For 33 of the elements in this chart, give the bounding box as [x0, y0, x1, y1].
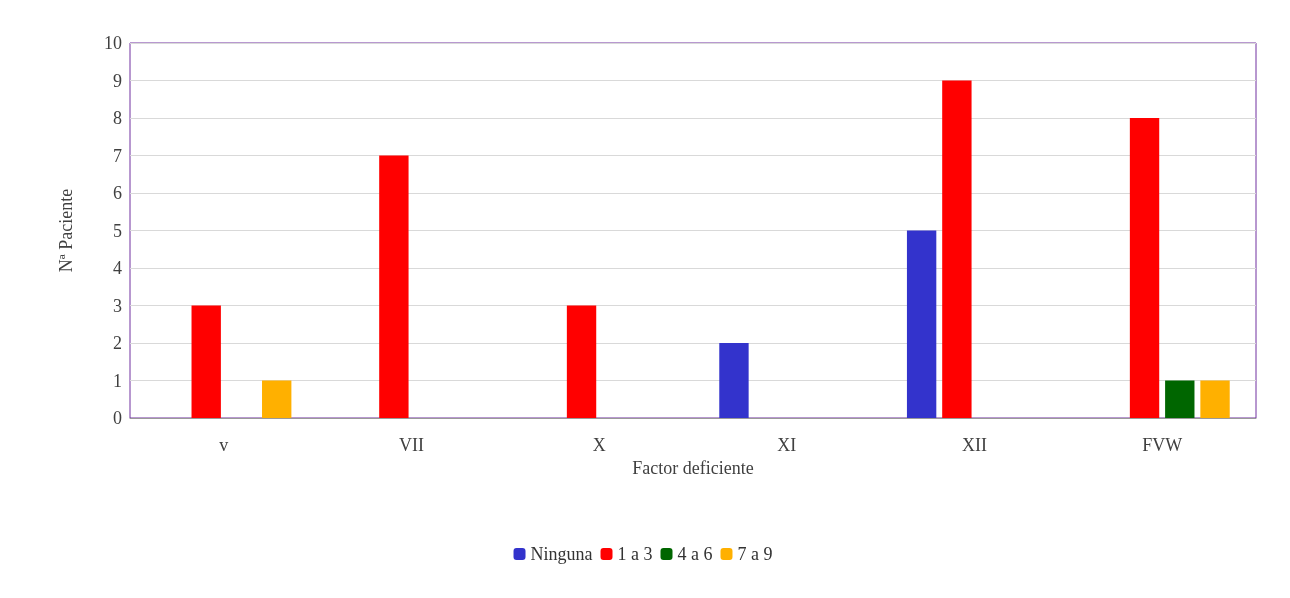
bar: [262, 380, 292, 418]
y-tick-label: 1: [113, 370, 122, 391]
x-tick-label: FVW: [1142, 435, 1183, 455]
legend-label: 4 a 6: [677, 544, 713, 564]
bar: [719, 343, 749, 418]
x-tick-label: VII: [399, 435, 424, 455]
x-tick-label: X: [592, 435, 606, 455]
bar: [566, 305, 597, 418]
y-tick-label: 9: [113, 70, 122, 91]
bar: [1165, 380, 1195, 418]
bar: [379, 155, 409, 418]
y-tick-label: 0: [113, 408, 122, 428]
bar: [906, 230, 937, 418]
bar: [1200, 380, 1230, 418]
x-tick-label: XII: [962, 435, 987, 455]
y-tick-label: 3: [113, 295, 122, 316]
y-tick-label: 7: [113, 145, 122, 166]
y-tick-label: 5: [113, 220, 122, 241]
bar: [191, 305, 221, 418]
x-axis-title: Factor deficiente: [632, 457, 754, 478]
y-tick-label: 4: [113, 258, 122, 278]
legend-label: 1 a 3: [617, 544, 653, 564]
bar: [942, 80, 972, 418]
y-tick-label: 8: [113, 108, 122, 128]
bar: [1129, 118, 1160, 418]
x-tick-label: XI: [777, 435, 797, 455]
y-axis-title: Nª Paciente: [56, 188, 76, 273]
x-tick-label: v: [219, 435, 229, 455]
legend-label: 7 a 9: [737, 544, 773, 564]
legend-label: Ninguna: [530, 544, 593, 564]
y-tick-label: 10: [104, 33, 122, 53]
y-tick-label: 2: [113, 333, 122, 353]
y-tick-label: 6: [113, 183, 122, 203]
